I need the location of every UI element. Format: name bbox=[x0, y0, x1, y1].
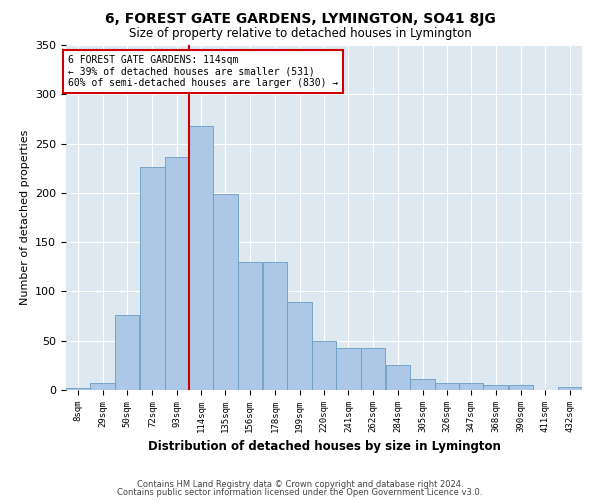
Bar bbox=[140, 167, 164, 390]
Text: Size of property relative to detached houses in Lymington: Size of property relative to detached ho… bbox=[128, 28, 472, 40]
Bar bbox=[115, 315, 139, 390]
Bar bbox=[238, 262, 262, 390]
Bar bbox=[287, 302, 312, 390]
Text: Contains HM Land Registry data © Crown copyright and database right 2024.: Contains HM Land Registry data © Crown c… bbox=[137, 480, 463, 489]
Bar bbox=[312, 340, 336, 390]
Bar bbox=[361, 348, 385, 390]
Bar bbox=[509, 385, 533, 390]
Bar bbox=[484, 385, 508, 390]
Bar bbox=[164, 158, 189, 390]
Text: 6 FOREST GATE GARDENS: 114sqm
← 39% of detached houses are smaller (531)
60% of : 6 FOREST GATE GARDENS: 114sqm ← 39% of d… bbox=[68, 55, 338, 88]
Bar bbox=[189, 126, 213, 390]
Bar bbox=[263, 262, 287, 390]
Bar bbox=[91, 383, 115, 390]
Bar bbox=[336, 348, 361, 390]
X-axis label: Distribution of detached houses by size in Lymington: Distribution of detached houses by size … bbox=[148, 440, 500, 454]
Text: Contains public sector information licensed under the Open Government Licence v3: Contains public sector information licen… bbox=[118, 488, 482, 497]
Bar bbox=[459, 383, 484, 390]
Bar bbox=[435, 383, 459, 390]
Text: 6, FOREST GATE GARDENS, LYMINGTON, SO41 8JG: 6, FOREST GATE GARDENS, LYMINGTON, SO41 … bbox=[104, 12, 496, 26]
Y-axis label: Number of detached properties: Number of detached properties bbox=[20, 130, 29, 305]
Bar bbox=[66, 388, 91, 390]
Bar bbox=[557, 387, 582, 390]
Bar bbox=[386, 366, 410, 390]
Bar bbox=[213, 194, 238, 390]
Bar bbox=[410, 379, 435, 390]
